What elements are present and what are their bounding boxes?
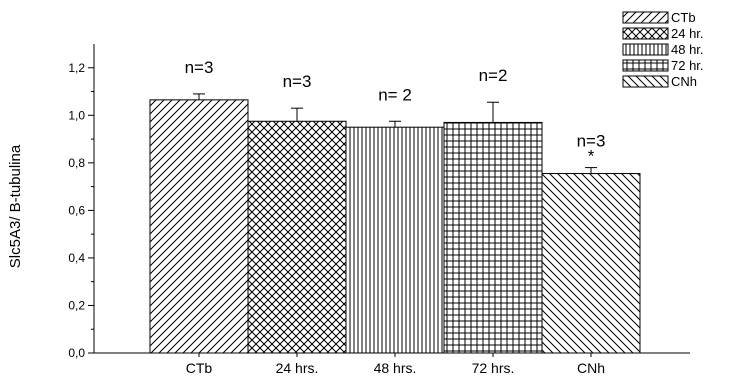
legend-swatch-0 [622, 11, 669, 24]
n-annotation: n=3 [185, 58, 214, 77]
bar-3 [443, 121, 543, 354]
y-tick-label: 0,6 [68, 203, 85, 217]
bar-1 [247, 120, 347, 354]
y-tick-label: 0,8 [68, 156, 85, 170]
bar-2 [345, 126, 445, 354]
x-tick-label: CNh [577, 360, 605, 376]
legend-label: 48 hr. [671, 42, 704, 57]
n-annotation: n=3 [283, 72, 312, 91]
y-tick-label: 0,0 [68, 346, 85, 360]
y-tick-label: 0,4 [68, 251, 85, 265]
legend-swatch-2 [622, 43, 669, 56]
legend-swatch-1 [622, 27, 669, 40]
significance-marker: * [588, 147, 595, 166]
legend-label: 72 hr. [671, 58, 704, 73]
y-tick-label: 1,2 [68, 61, 85, 75]
x-tick-label: CTb [186, 360, 213, 376]
y-axis: 0,0 0,2 0,4 0,6 0,8 1,0 1,2 [68, 44, 95, 360]
y-axis-title: Slc5A3/ B-tubulina [7, 144, 24, 268]
legend-label: 24 hr. [671, 26, 704, 41]
legend-label: CNh [671, 74, 697, 89]
bar-0 [149, 99, 249, 354]
n-annotation: n=3 [577, 132, 606, 151]
legend-swatch-4 [622, 75, 669, 88]
bars: CTb n=3 24 hrs. n=3 48 hrs. n= 2 72 hrs. n=2 CNh… [149, 58, 641, 376]
legend-label: CTb [671, 10, 696, 25]
legend-swatch-3 [622, 59, 669, 72]
x-tick-label: 24 hrs. [276, 360, 319, 376]
y-tick-label: 0,2 [68, 298, 85, 312]
y-tick-label: 1,0 [68, 108, 85, 122]
x-tick-label: 48 hrs. [374, 360, 417, 376]
n-annotation: n= 2 [378, 85, 412, 104]
n-annotation: n=2 [479, 66, 508, 85]
bar-4 [541, 173, 641, 354]
x-tick-label: 72 hrs. [472, 360, 515, 376]
